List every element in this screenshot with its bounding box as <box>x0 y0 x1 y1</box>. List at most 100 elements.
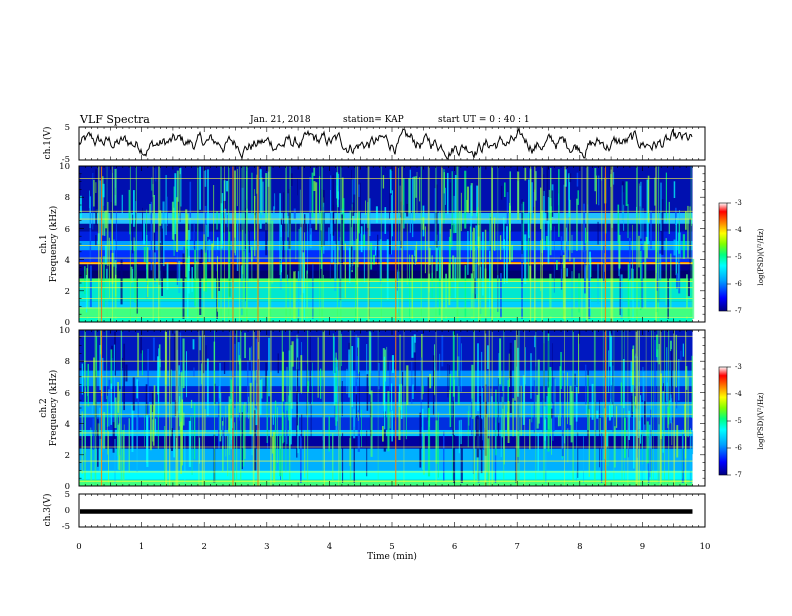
spec1-streak <box>477 207 479 247</box>
spec1-streak <box>331 221 333 242</box>
spec1-sferic <box>534 166 536 322</box>
spec2-streak <box>227 436 229 477</box>
spec2-streak <box>500 414 502 458</box>
spec1-streak <box>447 172 449 215</box>
spec2-streak <box>544 419 546 441</box>
x-axis: 0 1 2 3 4 5 6 7 8 9 10 Time (min) <box>76 542 710 562</box>
spec1-sferic <box>441 166 443 322</box>
xtick-9: 9 <box>640 542 645 552</box>
spec1-streak <box>451 223 453 247</box>
spec2-streak <box>549 367 552 433</box>
spec2-sferic <box>484 330 487 486</box>
spec1-streak <box>568 173 570 218</box>
ch1-colorbar-tick-m5: -5 <box>735 253 742 261</box>
spec2-streak <box>421 334 423 400</box>
spec1-sferic <box>321 166 323 322</box>
spec1-sferic <box>491 166 493 322</box>
spec1-streak <box>673 181 676 198</box>
spec2-streak <box>382 426 384 442</box>
spec2-sferic <box>673 330 675 486</box>
spec2-streak <box>357 337 359 348</box>
spec1-streak <box>598 175 600 206</box>
spec1-streak <box>588 264 591 319</box>
spec2-streak <box>441 335 444 367</box>
spec1-sferic <box>529 166 532 322</box>
spec1-sferic <box>135 166 137 322</box>
spec1-streak <box>399 185 401 216</box>
spec1-streak <box>174 173 177 235</box>
spec2-streak <box>476 415 479 458</box>
spec2-streak <box>228 404 231 433</box>
spec1-streak <box>576 198 578 251</box>
spec2-sferic <box>491 330 493 486</box>
spec2-streak <box>309 336 311 404</box>
ch1-colorbar-tick-m6: -6 <box>735 280 742 288</box>
spec2-streak <box>272 414 274 425</box>
spec1-streak <box>342 198 345 245</box>
spec2-streak <box>249 347 251 361</box>
ch2-colorbar-tick-m7: -7 <box>735 471 742 479</box>
spec1-band <box>79 307 693 317</box>
spec1-streak <box>675 217 678 276</box>
spec1-streak <box>195 261 197 312</box>
spec2-sferic <box>94 330 97 486</box>
spec1-streak <box>143 223 145 245</box>
spec1-streak <box>265 173 268 231</box>
spec1-streak <box>309 177 312 235</box>
spec1-streak <box>431 272 433 298</box>
spec1-streak <box>535 171 537 201</box>
spec2-streak <box>131 404 134 452</box>
spec2-streak <box>399 334 401 394</box>
spec1-streak <box>451 171 453 226</box>
spec1-streak <box>415 176 417 198</box>
spec1-streak <box>130 266 133 283</box>
spec1-sferic <box>319 166 320 322</box>
spec1-streak <box>656 252 658 291</box>
spec2-streak <box>183 412 185 426</box>
spec2-streak <box>357 412 359 421</box>
spec1-streak <box>650 210 652 249</box>
spec2-streak <box>164 370 166 406</box>
spec2-streak <box>304 430 306 478</box>
spec2-sferic <box>473 330 475 486</box>
spec2-streak <box>456 333 458 377</box>
spec2-streak <box>670 349 673 399</box>
spec1-streak <box>251 251 253 283</box>
spec1-sferic <box>380 166 382 322</box>
spec1-streak <box>287 274 288 284</box>
spec2-sferic <box>564 330 565 486</box>
spec1-streak <box>189 181 192 218</box>
spec2-streak <box>332 333 334 374</box>
spec1-streak <box>279 260 281 275</box>
spec2-sferic <box>377 330 379 486</box>
spec2-streak <box>152 337 155 361</box>
spec2-streak <box>606 432 608 447</box>
spec2-streak <box>218 385 221 449</box>
spec1-streak <box>517 171 520 220</box>
spec1-streak <box>504 182 506 197</box>
ch1-colorbar-tick-m3: -3 <box>735 199 742 207</box>
spec1-streak <box>136 263 138 314</box>
spec2-streak <box>563 373 565 392</box>
spec1-streak <box>217 256 218 312</box>
spec1-streak <box>143 246 146 263</box>
spec2-streak <box>608 405 611 421</box>
spec1-streak <box>409 254 410 319</box>
spec1-streak <box>180 167 182 207</box>
spec1-streak <box>86 268 88 282</box>
spec2-streak <box>170 338 171 404</box>
spec1-streak <box>531 182 533 221</box>
spec2-streak <box>296 391 298 458</box>
spec1-sferic <box>478 166 480 322</box>
spec2-sferic <box>214 330 215 486</box>
spec1-streak <box>464 265 467 318</box>
spec1-streak <box>102 183 105 198</box>
spec2-sferic <box>535 330 537 486</box>
spec2-streak <box>285 410 288 445</box>
spec1-streak <box>551 190 554 217</box>
spec1-streak <box>571 234 573 253</box>
spec1-streak <box>329 212 331 280</box>
spec1-streak <box>271 220 274 284</box>
spec1-streak <box>569 199 571 262</box>
spec1-streak <box>500 185 503 200</box>
